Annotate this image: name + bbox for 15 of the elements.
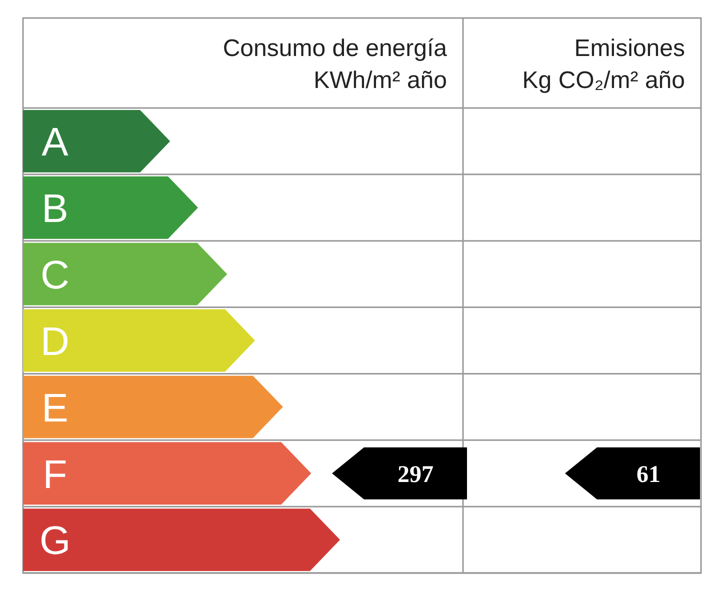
bar <box>23 309 256 372</box>
y-tick-label: D <box>40 320 70 364</box>
bar <box>23 376 283 438</box>
y-tick-label: F <box>42 452 68 497</box>
y-tick-label: C <box>40 253 70 298</box>
y-tick-label: A <box>42 120 69 165</box>
y-tick-label: B <box>42 187 68 232</box>
y-tick-label: E <box>42 386 68 430</box>
y-tick-label: G <box>39 519 71 564</box>
bar <box>23 508 340 571</box>
text: Consumo de energía KWh/m² año <box>222 35 448 94</box>
arrow-tag-icon: 297 <box>332 447 467 500</box>
bar <box>23 442 312 505</box>
text: Emisiones Kg CO₂/m² año <box>522 35 685 94</box>
arrow-tag-icon: 61 <box>565 447 700 500</box>
